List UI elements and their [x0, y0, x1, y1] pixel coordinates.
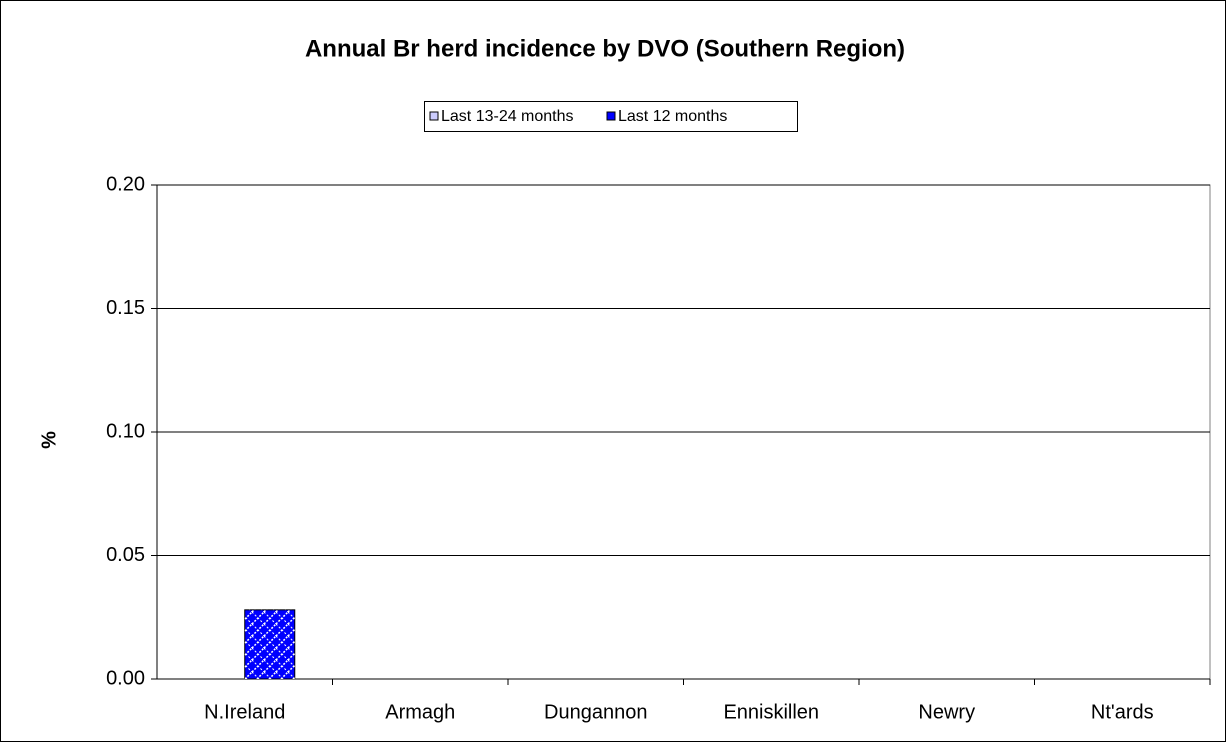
x-tick-label: N.Ireland — [204, 701, 285, 723]
x-tick-label: Armagh — [385, 701, 455, 723]
y-axis-label: % — [38, 431, 60, 449]
y-tick-label: 0.00 — [106, 667, 145, 689]
y-tick-label: 0.15 — [106, 297, 145, 319]
legend-label: Last 13-24 months — [441, 108, 574, 125]
y-tick-label: 0.10 — [106, 420, 145, 442]
legend-label: Last 12 months — [618, 108, 727, 125]
chart-title: Annual Br herd incidence by DVO (Souther… — [305, 35, 905, 62]
y-tick-label: 0.20 — [106, 173, 145, 195]
legend-swatch — [429, 111, 439, 121]
legend-swatch — [606, 111, 616, 121]
y-tick-label: 0.05 — [106, 544, 145, 566]
x-tick-label: Enniskillen — [723, 701, 819, 723]
x-tick-label: Newry — [918, 701, 975, 723]
bar-pattern — [244, 609, 295, 679]
x-tick-label: Dungannon — [544, 701, 647, 723]
x-tick-label: Nt'ards — [1091, 701, 1154, 723]
